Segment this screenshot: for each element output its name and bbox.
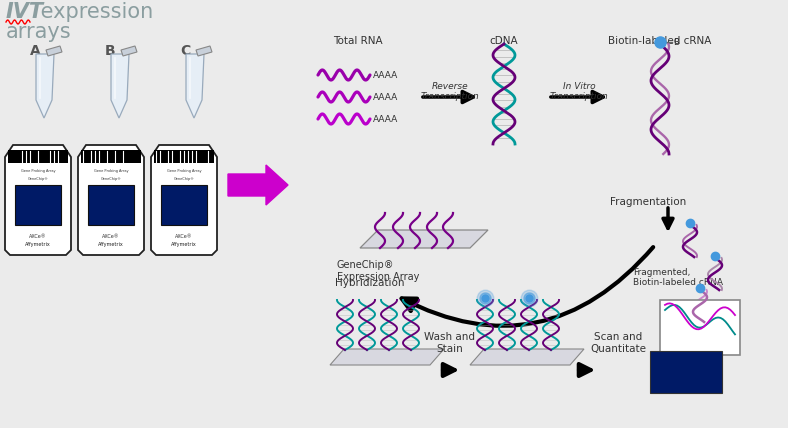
Text: Total RNA: Total RNA [333,36,383,46]
Polygon shape [111,54,129,118]
Text: Gene Probing Array: Gene Probing Array [20,169,55,173]
Text: Hybridization: Hybridization [335,278,404,288]
Polygon shape [360,230,488,248]
Text: Scan and
Quantitate: Scan and Quantitate [590,332,646,354]
Text: Gene Probing Array: Gene Probing Array [167,169,201,173]
Polygon shape [78,145,144,255]
Polygon shape [186,54,204,118]
Text: Gene Probing Array: Gene Probing Array [94,169,128,173]
Text: AXCe®: AXCe® [29,234,46,239]
Text: AXCe®: AXCe® [102,234,120,239]
Text: Affymetrix: Affymetrix [25,242,51,247]
Polygon shape [470,349,584,365]
Text: AAAA: AAAA [373,92,398,101]
Text: Reverse
Transcription: Reverse Transcription [421,82,479,101]
Polygon shape [121,46,137,56]
Bar [650,351,722,393]
Text: Wash and
Stain: Wash and Stain [425,332,475,354]
Text: AAAA: AAAA [373,71,398,80]
Text: arrays: arrays [6,22,72,42]
Bar [15,185,61,225]
Text: B: B [105,44,116,58]
Text: expression: expression [34,2,153,22]
Text: B: B [673,38,679,47]
Text: In Vitro
Transcription: In Vitro Transcription [549,82,608,101]
Text: Fragmentation: Fragmentation [610,197,686,207]
Text: cDNA: cDNA [489,36,519,46]
Polygon shape [36,54,54,118]
Bar [8,150,68,163]
Text: Affymetrix: Affymetrix [98,242,124,247]
Text: A: A [30,44,41,58]
Text: Fragmented,
Biotin-labeled cRNA: Fragmented, Biotin-labeled cRNA [633,268,723,287]
Text: Affymetrix: Affymetrix [171,242,197,247]
Text: C: C [180,44,190,58]
Bar [161,185,207,225]
Text: GeneChip®: GeneChip® [101,177,121,181]
Bar [88,185,134,225]
FancyArrow shape [228,165,288,205]
Bar [154,150,214,163]
Polygon shape [330,349,444,365]
Text: GeneChip®: GeneChip® [28,177,48,181]
Polygon shape [46,46,62,56]
Polygon shape [151,145,217,255]
Text: GeneChip®
Expression Array: GeneChip® Expression Array [337,260,419,282]
Text: Biotin-labeled cRNA: Biotin-labeled cRNA [608,36,712,46]
Text: AAAA: AAAA [373,115,398,124]
Text: IVT: IVT [6,2,44,22]
Text: GeneChip®: GeneChip® [173,177,195,181]
Polygon shape [5,145,71,255]
Bar [660,300,740,355]
Bar [81,150,141,163]
Polygon shape [196,46,212,56]
Text: AXCe®: AXCe® [175,234,193,239]
